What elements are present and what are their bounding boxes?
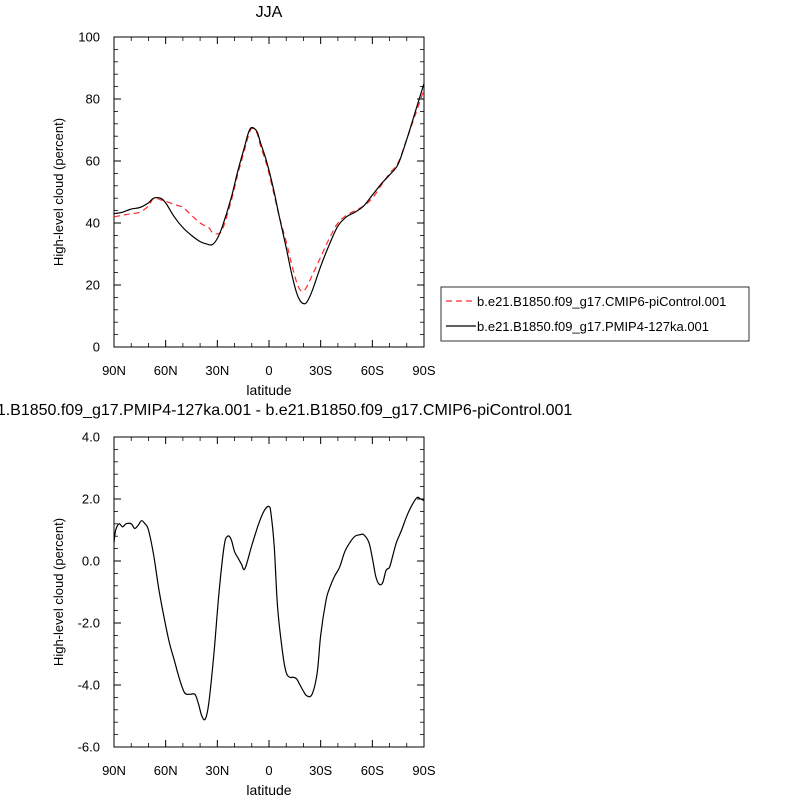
- bottom-x-tick-label: 30N: [205, 763, 229, 778]
- bottom-x-tick-label: 90N: [102, 763, 126, 778]
- top-y-tick-label: 60: [86, 154, 100, 169]
- bottom-x-tick-label: 0: [265, 763, 272, 778]
- bottom-series-line-0: [113, 496, 425, 721]
- top-y-ticks: 0 20 40 60 80 100: [78, 30, 424, 355]
- bottom-y-tick-label: -6.0: [78, 740, 100, 755]
- top-y-tick-label: 20: [86, 278, 100, 293]
- top-y-tick-label: 80: [86, 92, 100, 107]
- top-chart-title: JJA: [256, 4, 283, 21]
- legend-label-127ka: b.e21.B1850.f09_g17.PMIP4-127ka.001: [477, 319, 709, 334]
- bottom-panel: b.e21.B1850.f09_g17.PMIP4-127ka.001 - b.…: [0, 402, 572, 798]
- top-y-tick-label: 40: [86, 216, 100, 231]
- top-series-lines: [113, 83, 425, 305]
- bottom-y-tick-label: 0.0: [82, 554, 100, 569]
- legend-box: [440, 286, 750, 342]
- bottom-chart-title: b.e21.B1850.f09_g17.PMIP4-127ka.001 - b.…: [0, 402, 572, 419]
- bottom-x-axis-label: latitude: [246, 782, 291, 798]
- top-y-tick-label: 100: [78, 30, 100, 45]
- bottom-y-tick-label: 4.0: [82, 430, 100, 445]
- top-x-ticks: 90N 60N 30N 0 30S 60S 90S: [102, 37, 436, 378]
- top-x-tick-label: 30S: [309, 363, 332, 378]
- top-series-line-0: [113, 89, 425, 292]
- bottom-plot-frame: [113, 436, 425, 748]
- bottom-x-ticks: 90N 60N 30N 0 30S 60S 90S: [102, 437, 436, 778]
- top-x-tick-label: 60S: [361, 363, 384, 378]
- legend-label-piControl: b.e21.B1850.f09_g17.CMIP6-piControl.001: [477, 294, 726, 309]
- bottom-y-ticks: -6.0 -4.0 -2.0 0.0 2.0 4.0: [78, 430, 424, 755]
- top-x-axis-label: latitude: [246, 382, 291, 398]
- top-x-tick-label: 60N: [154, 363, 178, 378]
- bottom-y-tick-label: -4.0: [78, 678, 100, 693]
- bottom-x-tick-label: 60N: [154, 763, 178, 778]
- legend: b.e21.B1850.f09_g17.CMIP6-piControl.001 …: [440, 286, 750, 342]
- bottom-y-tick-label: 2.0: [82, 492, 100, 507]
- bottom-x-tick-label: 30S: [309, 763, 332, 778]
- bottom-y-tick-label: -2.0: [78, 616, 100, 631]
- top-y-tick-label: 0: [93, 340, 100, 355]
- top-x-tick-label: 30N: [205, 363, 229, 378]
- top-panel: JJA 0 20 40 60 80 100 90N 60N 30N 0 30S 60S 90S lat…: [51, 4, 436, 398]
- bottom-x-tick-label: 90S: [412, 763, 435, 778]
- top-y-axis-label: High-level cloud (percent): [51, 118, 66, 266]
- bottom-y-axis-label: High-level cloud (percent): [51, 518, 66, 666]
- top-x-tick-label: 0: [265, 363, 272, 378]
- top-x-tick-label: 90N: [102, 363, 126, 378]
- bottom-x-tick-label: 60S: [361, 763, 384, 778]
- bottom-series-lines: [113, 496, 425, 721]
- top-x-tick-label: 90S: [412, 363, 435, 378]
- top-series-line-1: [113, 83, 425, 305]
